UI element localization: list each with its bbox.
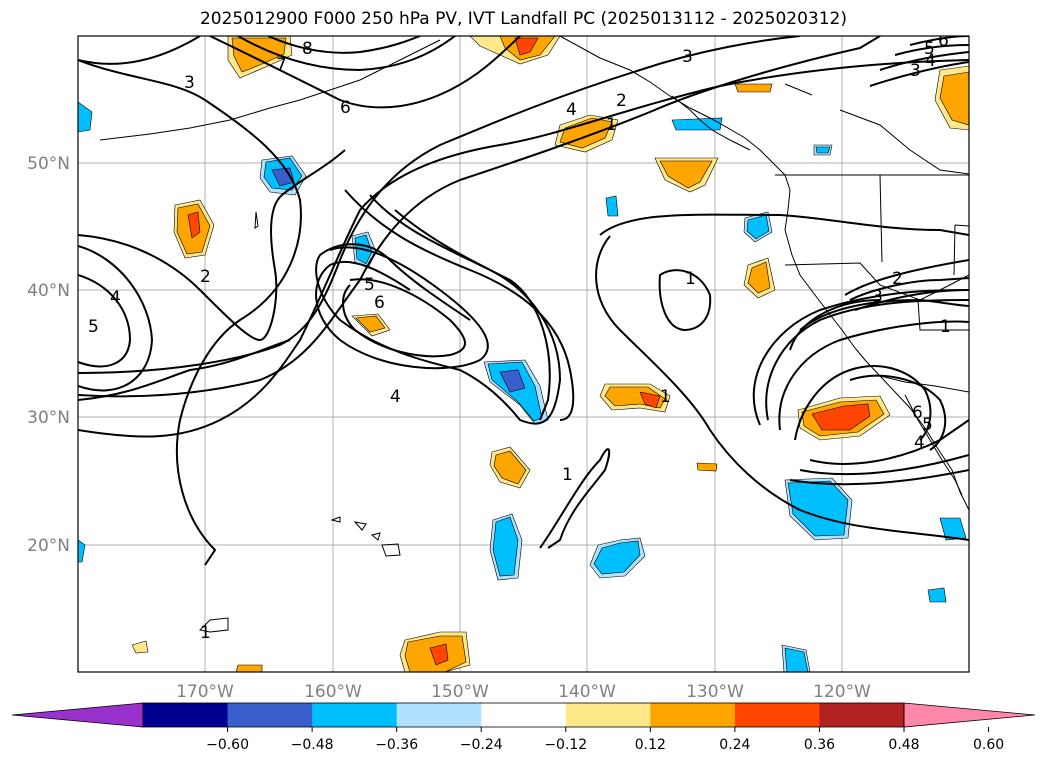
map-area: 3 8 7 6 4 2 1 3 5 6 3 4 2 5 6 4 1 1 1 1 … (78, 31, 969, 672)
lat-label: 50°N (27, 154, 70, 174)
contour-label: 5 (922, 415, 933, 435)
islands (198, 211, 401, 633)
lon-label: 170°W (176, 682, 234, 702)
contour-label: 7 (276, 55, 287, 75)
colorbar-cell (396, 703, 482, 727)
lon-label: 120°W (813, 682, 871, 702)
negative-anomaly (605, 195, 619, 217)
colorbar-cell (650, 703, 736, 727)
contour-label: 3 (910, 61, 921, 81)
lat-label: 40°N (27, 281, 70, 301)
contour-label: 1 (200, 623, 211, 643)
contour-label: 1 (562, 465, 573, 485)
gridlines (78, 36, 969, 672)
contour-label: 6 (938, 31, 949, 51)
contour-label: 6 (340, 98, 351, 118)
contour-label: 4 (110, 288, 121, 308)
contour-label: 3 (682, 47, 693, 67)
contour-label: 6 (374, 293, 385, 313)
pv-contours (78, 36, 969, 566)
contour-label: 4 (925, 51, 936, 71)
colorbar-tick-label: −0.36 (375, 737, 418, 753)
colorbar: −0.60 −0.48 −0.36 −0.24 −0.12 0.12 0.24 0.36 0.4… (11, 702, 1036, 753)
colorbar-tick-label: 0.36 (804, 737, 835, 753)
lon-label: 150°W (431, 682, 489, 702)
colorbar-tick-label: −0.48 (291, 737, 334, 753)
contour-label: 1 (685, 269, 696, 289)
colorbar-tick-label: 0.60 (973, 737, 1004, 753)
contour-label: 3 (872, 287, 883, 307)
contour-label: 8 (302, 39, 313, 59)
map-frame (77, 35, 970, 673)
contour-label: 5 (364, 275, 375, 295)
negative-anomaly (78, 101, 93, 133)
coastlines (99, 36, 969, 511)
contour-label: 2 (892, 269, 903, 289)
contour-label: 2 (200, 267, 211, 287)
contour-label: 6 (912, 403, 923, 423)
map-title: 2025012900 F000 250 hPa PV, IVT Landfall… (199, 9, 847, 29)
colorbar-tick-label: 0.12 (635, 737, 666, 753)
colorbar-cell (143, 703, 229, 727)
negative-anomaly (671, 117, 723, 131)
lon-label: 160°W (304, 682, 362, 702)
contour-label: 4 (390, 387, 401, 407)
colorbar-cell (734, 703, 820, 727)
contour-label: 1 (606, 115, 617, 135)
contour-labels: 3 8 7 6 4 2 1 3 5 6 3 4 2 5 6 4 1 1 1 1 … (88, 31, 951, 643)
colorbar-cell (819, 703, 905, 727)
colorbar-over-arrow (903, 702, 1036, 728)
colorbar-tick-label: 0.48 (888, 737, 919, 753)
colorbar-cell (565, 703, 651, 727)
contour-label: 5 (88, 317, 99, 337)
lon-labels: 170°W 160°W 150°W 140°W 130°W 120°W (176, 682, 871, 702)
colorbar-tick-label: −0.60 (206, 737, 249, 753)
colorbar-cell (312, 703, 398, 727)
lat-label: 30°N (27, 408, 70, 428)
ivt-shading (78, 36, 969, 672)
contour-label: 4 (566, 100, 577, 120)
contour-label: 1 (660, 387, 671, 407)
contour-label: 1 (940, 317, 951, 337)
contour-label: 4 (914, 433, 925, 453)
contour-label: 5 (924, 39, 935, 59)
lon-label: 140°W (558, 682, 616, 702)
colorbar-tick-label: −0.24 (460, 737, 503, 753)
contour-label: 2 (616, 91, 627, 111)
lat-label: 20°N (27, 536, 70, 556)
lon-label: 130°W (686, 682, 744, 702)
lat-labels: 50°N 40°N 30°N 20°N (27, 154, 70, 556)
colorbar-tick-label: 0.24 (719, 737, 750, 753)
colorbar-under-arrow (11, 702, 144, 728)
colorbar-cell (481, 703, 567, 727)
colorbar-tick-label: −0.12 (544, 737, 587, 753)
colorbar-cell (227, 703, 313, 727)
contour-label: 3 (184, 73, 195, 93)
